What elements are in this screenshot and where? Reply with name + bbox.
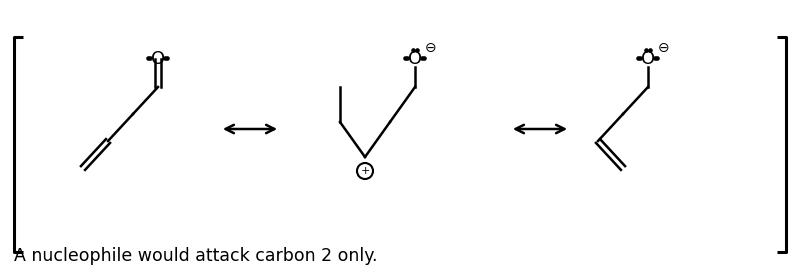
Text: O: O	[641, 50, 655, 68]
Text: ⊖: ⊖	[425, 41, 437, 55]
Text: O: O	[151, 50, 165, 68]
Text: A nucleophile would attack carbon 2 only.: A nucleophile would attack carbon 2 only…	[14, 247, 378, 265]
Text: O: O	[408, 50, 422, 68]
Text: ⊖: ⊖	[658, 41, 670, 55]
Text: +: +	[360, 166, 370, 176]
